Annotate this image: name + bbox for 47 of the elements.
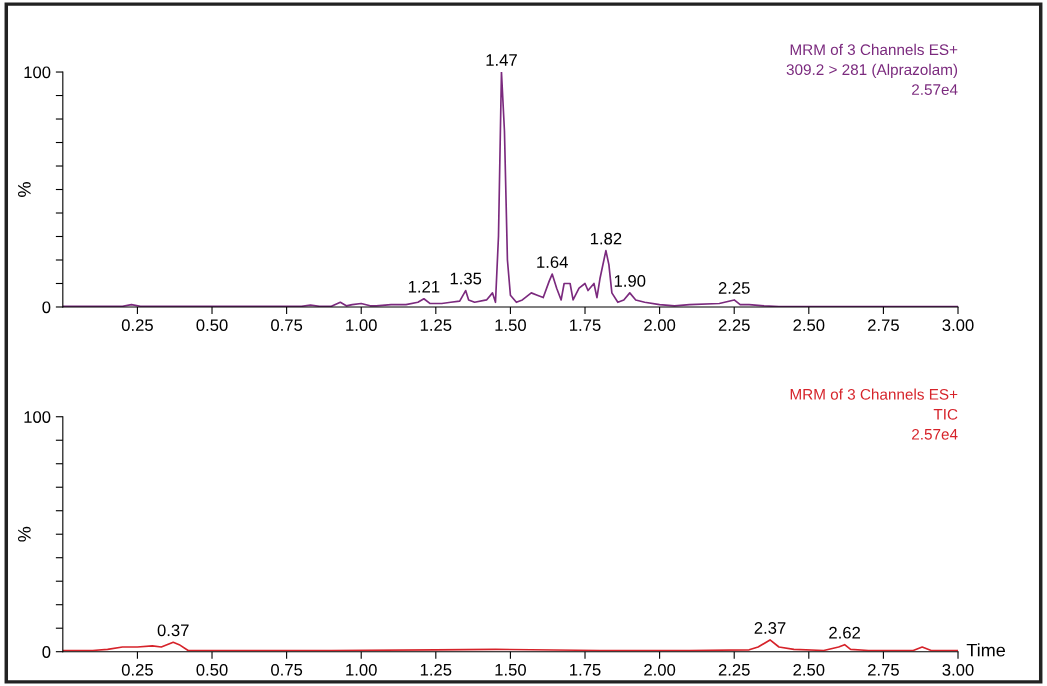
chart-subtitle: 309.2 > 281 (Alprazolam) xyxy=(786,63,958,79)
annotation: 2.25 xyxy=(718,282,750,294)
chart-subtitle: TIC xyxy=(933,408,958,420)
annotation: 1.90 xyxy=(614,275,646,287)
annotation: 2.37 xyxy=(754,622,786,634)
annotation: 0.37 xyxy=(157,624,189,637)
x-tick-label: 1.50 xyxy=(495,319,526,332)
x-tick-label: 1.25 xyxy=(420,663,452,676)
annotation: 2.57e4 xyxy=(912,84,958,95)
y-axis-title: % xyxy=(18,182,31,197)
x-tick-label: 2.50 xyxy=(793,663,825,676)
x-tick-label: 2.25 xyxy=(718,663,750,676)
x-tick-label: 1.00 xyxy=(346,663,377,676)
x-tick-label: 0.50 xyxy=(196,663,228,676)
annotation: 1.35 xyxy=(450,272,482,285)
x-tick-label: 2.75 xyxy=(868,319,899,332)
x-tick-label: 0.25 xyxy=(121,663,153,676)
chart-title: MRM of 3 Channels ES+ xyxy=(790,43,958,56)
x-tick-label: 3.00 xyxy=(942,319,974,332)
x-tick-label: 1.00 xyxy=(346,319,377,332)
y-tick-label: 0 xyxy=(42,646,51,658)
x-tick-label: 1.50 xyxy=(495,663,526,676)
x-tick-label: 2.50 xyxy=(793,319,825,332)
annotation: 1.47 xyxy=(486,54,517,66)
x-tick-label: 2.00 xyxy=(644,663,676,676)
x-axis-title: Time xyxy=(966,643,1005,657)
x-tick-label: 0.75 xyxy=(271,319,303,332)
y-tick-label: 0 xyxy=(42,301,51,314)
x-tick-label: 1.75 xyxy=(570,319,601,332)
x-tick-label: 0.50 xyxy=(196,319,228,332)
x-tick-label: 1.25 xyxy=(420,319,452,332)
x-tick-label: 0.75 xyxy=(271,663,303,676)
x-tick-label: 3.00 xyxy=(942,663,974,676)
x-tick-label: 2.00 xyxy=(644,319,676,332)
x-tick-label: 0.25 xyxy=(121,319,153,332)
annotation: 2.62 xyxy=(829,626,860,639)
annotation: 1.64 xyxy=(537,256,568,269)
x-tick-label: 2.25 xyxy=(718,319,750,332)
annotation: 2.57e4 xyxy=(912,428,958,440)
y-tick-label: 100 xyxy=(24,411,51,423)
y-tick-label: 100 xyxy=(24,66,51,79)
x-tick-label: 2.75 xyxy=(868,663,899,676)
y-axis-title: % xyxy=(18,526,31,542)
annotation: 1.82 xyxy=(590,232,622,245)
annotation: 1.21 xyxy=(408,280,440,293)
chart-title: MRM of 3 Channels ES+ xyxy=(790,388,958,400)
x-tick-label: 1.75 xyxy=(570,664,601,676)
